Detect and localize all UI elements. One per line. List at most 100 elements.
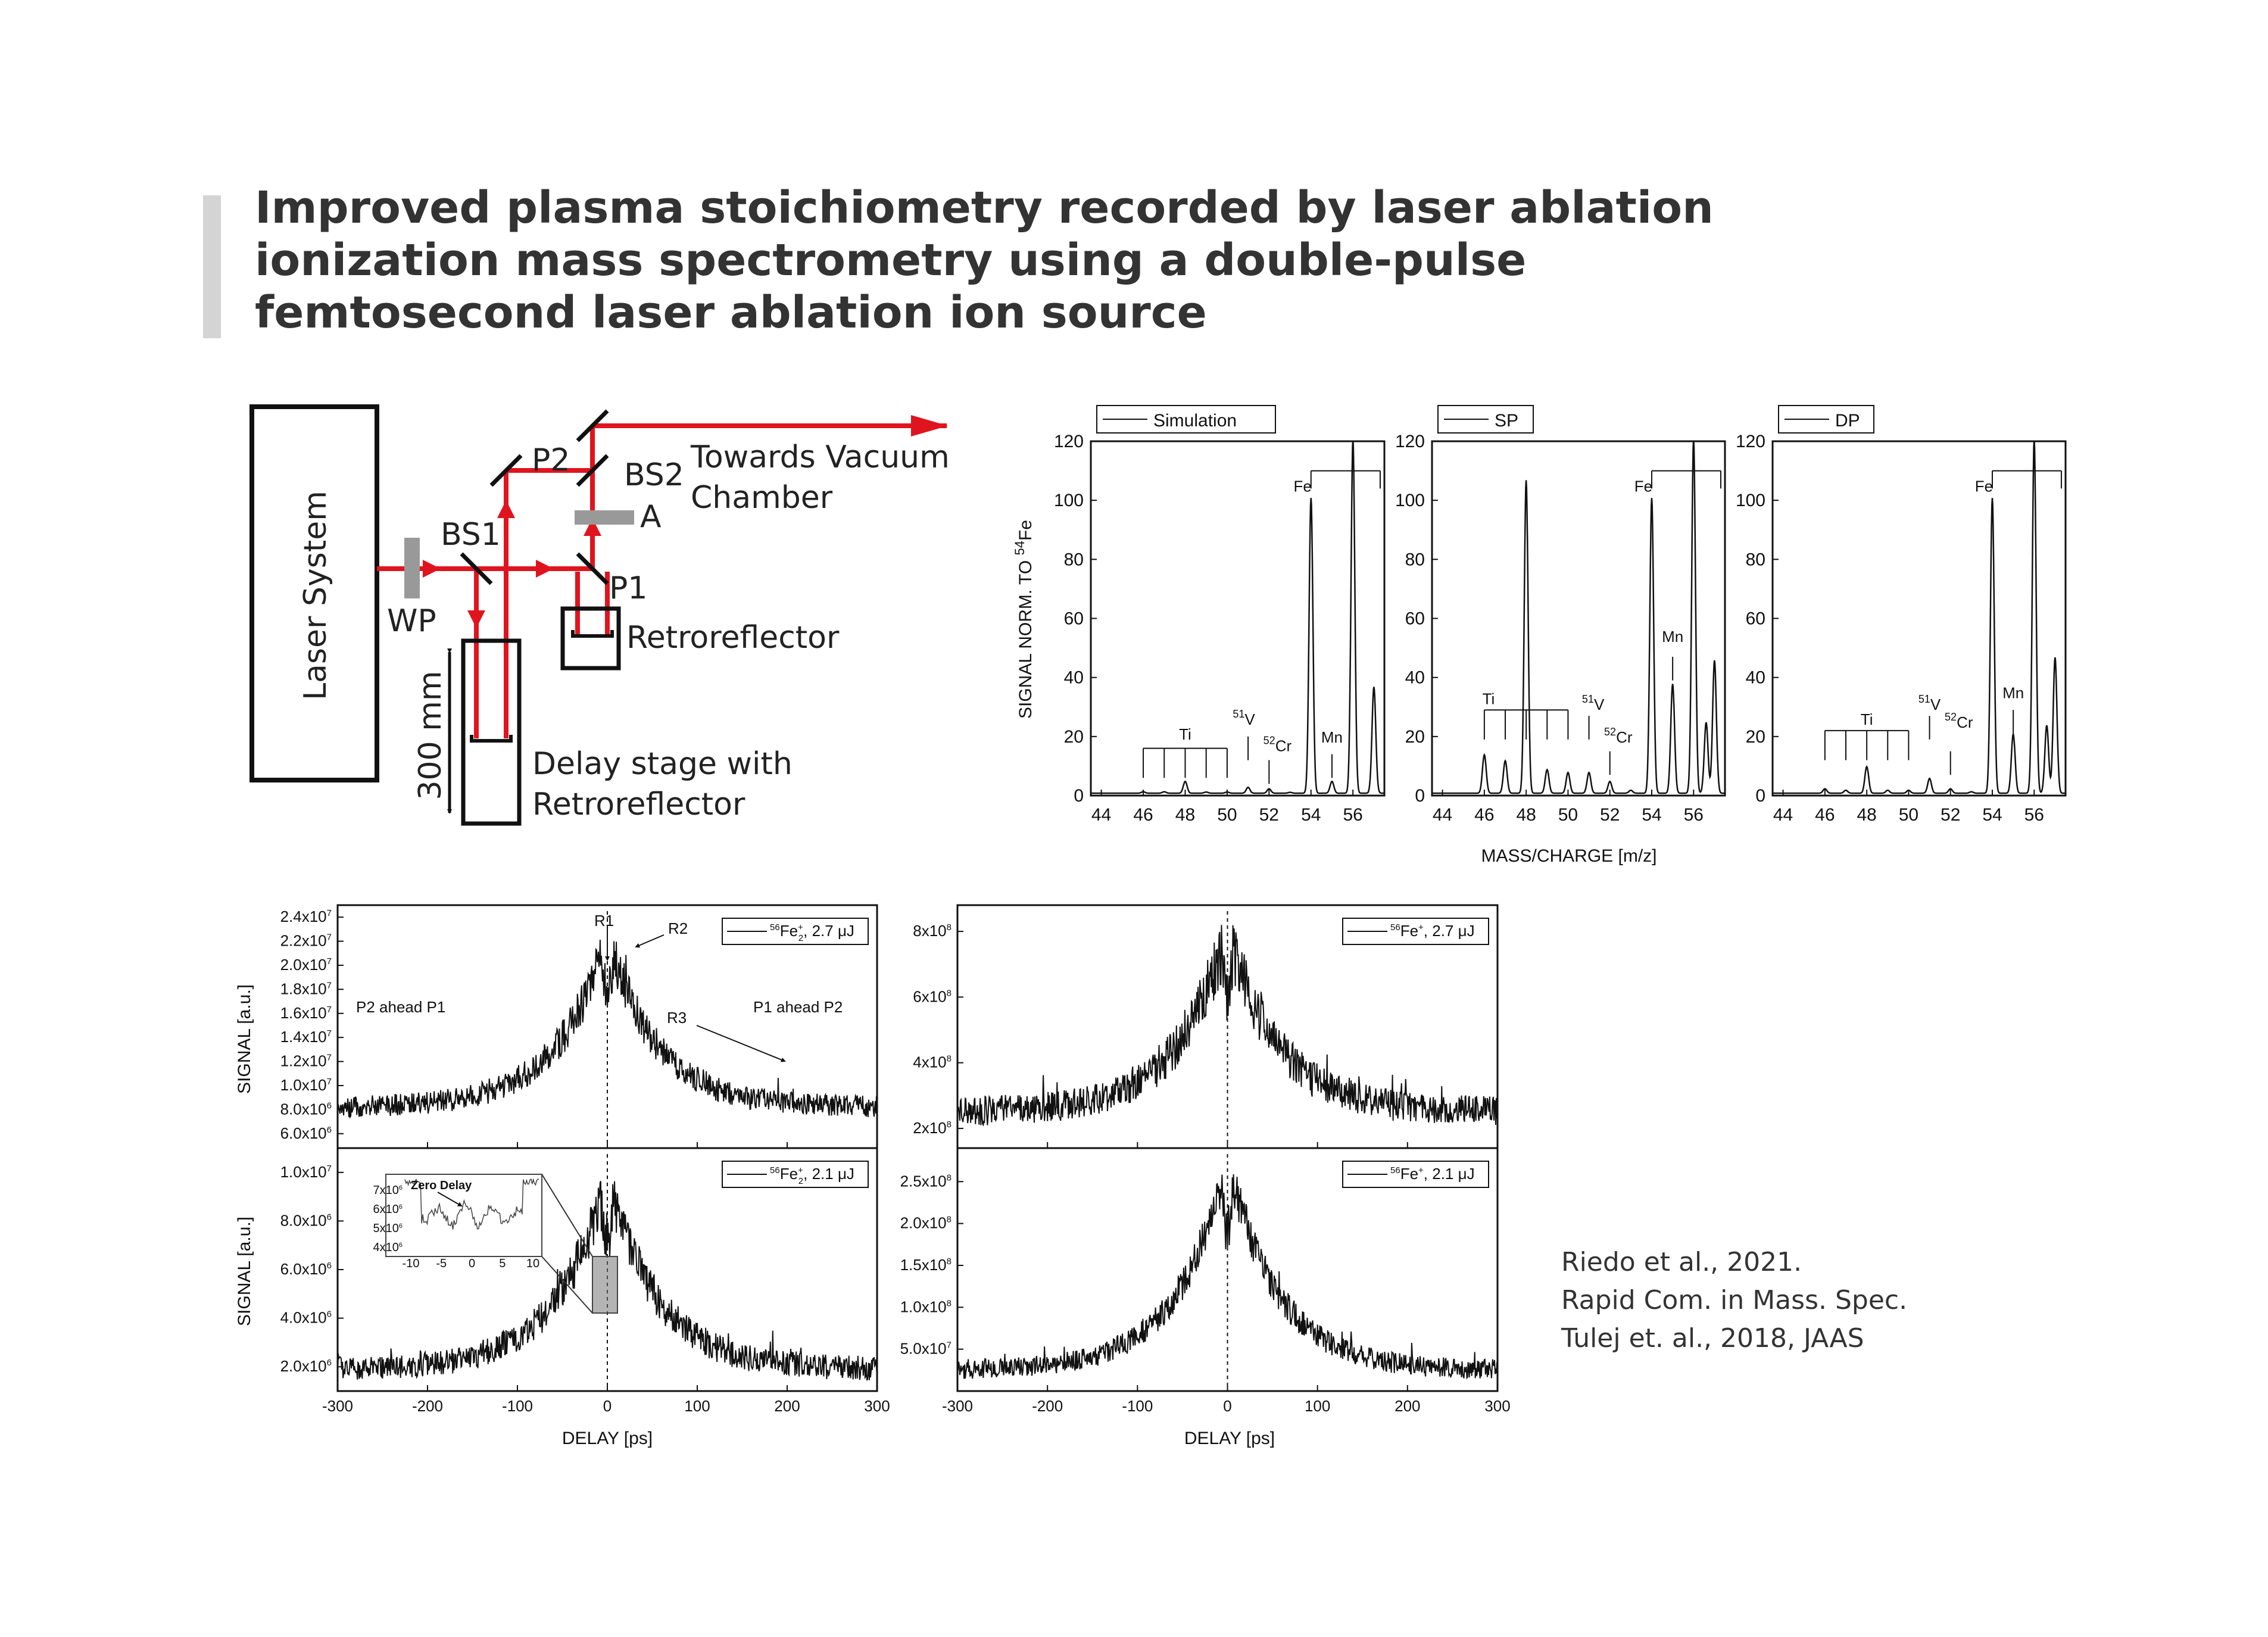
y-tick-label: 2.2x107 (280, 932, 332, 950)
x-tick-label: -100 (1122, 1397, 1153, 1415)
inset-connector-top (541, 1174, 593, 1257)
peak-label-cr: 52Cr (1945, 711, 1973, 731)
mirrors (460, 409, 609, 585)
x-tick-label: 56 (1684, 805, 1704, 825)
y-tick-label: 120 (1736, 432, 1765, 451)
delay-stage-label-2: Retroreflector (532, 787, 745, 822)
delay-xlabel-right: DELAY [ps] (1184, 1429, 1275, 1448)
y-tick-label: 2.0x108 (900, 1214, 952, 1232)
y-tick-label: 1.2x107 (280, 1052, 332, 1070)
legend-label: DP (1835, 411, 1860, 431)
x-tick-label: 52 (1941, 805, 1960, 825)
y-tick-label: 80 (1405, 550, 1425, 569)
y-tick-label: 20 (1064, 727, 1084, 747)
spectrum-series-line (1773, 441, 2066, 794)
y-tick-label: 8x108 (913, 922, 952, 940)
legend: 56Fe+ 2, 2.1 μJ (722, 1161, 869, 1188)
inset-highlight-region (592, 1256, 618, 1314)
title-line-3: femtosecond laser ablation ion source (255, 287, 1207, 338)
annotation-r3-arrow (696, 1025, 786, 1062)
y-tick-label: 60 (1064, 609, 1084, 629)
laser-system-box (249, 404, 379, 782)
y-tick-label: 1.0x107 (280, 1076, 332, 1094)
peak-label-mn: Mn (1662, 628, 1683, 646)
citation-line-1: Riedo et al., 2021. (1561, 1247, 1802, 1277)
delay-annotations: R1 R2 R3 P2 ahead P1 P1 ahead P2 (356, 912, 843, 1062)
y-tick-label: 5.0x107 (900, 1340, 952, 1358)
inset-x-tick-label: -5 (436, 1257, 447, 1270)
delay-xlabel-left: DELAY [ps] (562, 1429, 653, 1448)
mass-spectrum-sp: 0 20 40 60 80 100 120 44 46 48 50 52 54 56 SP Ti 51V 52Cr… (1395, 405, 1726, 825)
y-tick-label: 8.0x106 (280, 1211, 332, 1229)
y-tick-label: 100 (1736, 491, 1765, 510)
arrow-down-delay (467, 610, 485, 628)
mass-spectra-xlabel: MASS/CHARGE [m/z] (1481, 846, 1656, 866)
citation-line-3: Tulej et. al., 2018, JAAS (1561, 1323, 1864, 1354)
x-tick-label: 46 (1815, 805, 1835, 825)
legend-box (1096, 405, 1276, 434)
x-tick-label: 54 (1301, 805, 1321, 825)
y-tick-label: 120 (1395, 432, 1425, 451)
spectrum-series-line (1091, 441, 1384, 794)
y-tick-label: 100 (1395, 491, 1425, 510)
title-line-1: Improved plasma stoichiometry recorded b… (255, 182, 1714, 233)
x-tick-label: 44 (1433, 805, 1452, 825)
mass-spectra-ylabel: SIGNAL NORM. TO 54Fe (1012, 520, 1036, 719)
x-tick-label: 46 (1474, 805, 1494, 825)
y-tick-label: 1.6x107 (280, 1004, 332, 1022)
arrow-right-wp (423, 560, 441, 578)
p1-label: P1 (609, 570, 647, 606)
annotation-r2: R2 (668, 919, 688, 937)
peak-label-fe: Fe (1634, 477, 1652, 495)
delay-scan-fe2-2-1uj: 1.0x107 8.0x106 6.0x106 4.0x106 2.0x106 -300 -… (280, 1147, 890, 1415)
arrow-right-p1 (536, 560, 554, 578)
spectrum-series-line (1432, 441, 1725, 794)
legend-box (1342, 1161, 1489, 1188)
delay-stage-label-1: Delay stage with (532, 746, 793, 782)
annotation-r3: R3 (667, 1009, 687, 1027)
legend: SP (1437, 405, 1534, 434)
fe-bracket (1651, 470, 1721, 489)
ti-bracket (1483, 709, 1569, 740)
legend-label: Simulation (1153, 411, 1237, 431)
inset-x-tick-label: 0 (469, 1257, 475, 1270)
x-tick-label: 48 (1175, 805, 1195, 825)
x-tick-label: 50 (1558, 805, 1578, 825)
y-tick-label: 1.5x108 (900, 1256, 952, 1274)
y-tick-label: 60 (1746, 609, 1765, 629)
inset-y-tick-label: 4x106 (373, 1241, 403, 1254)
peak-label-cr: 52Cr (1604, 726, 1633, 746)
x-tick-label: 300 (864, 1397, 890, 1415)
towards-label-2: Chamber (691, 480, 833, 516)
signal-series-line (338, 1181, 877, 1381)
x-tick-label: 50 (1899, 805, 1918, 825)
citation-block: Riedo et al., 2021. Rapid Com. in Mass. … (1561, 1243, 1907, 1358)
legend-box (1342, 918, 1489, 945)
y-tick-label: 1.4x107 (280, 1028, 332, 1046)
bs2-label: BS2 (624, 457, 684, 493)
citation-line-2: Rapid Com. in Mass. Spec. (1561, 1285, 1908, 1315)
x-tick-label: 46 (1133, 805, 1153, 825)
annotation-p2-ahead: P2 ahead P1 (356, 998, 445, 1016)
towards-label-1: Towards Vacuum (690, 439, 950, 475)
laser-beam-paths (377, 423, 947, 738)
y-tick-label: 1.0x108 (900, 1298, 952, 1315)
p2-label: P2 (532, 442, 570, 478)
top-mirror (576, 409, 609, 442)
peak-label-v: 51V (1582, 693, 1605, 713)
peak-label-mn: Mn (1321, 728, 1343, 746)
attenuator (575, 510, 634, 525)
x-tick-label: 54 (1642, 805, 1661, 825)
beam-direction-arrows (423, 415, 948, 628)
y-tick-label: 40 (1746, 668, 1765, 688)
delay-scan-fe-2-7uj: 8x108 6x108 4x108 2x108 56Fe+, 2.7 μJ (913, 904, 1499, 1149)
y-tick-label: 100 (1054, 491, 1084, 510)
x-tick-label: 56 (2024, 805, 2044, 825)
y-tick-label: 80 (1746, 550, 1765, 569)
title-accent-bar (203, 195, 221, 338)
inset-y-tick-label: 6x106 (373, 1203, 403, 1216)
peak-label-v: 51V (1918, 693, 1941, 713)
bs1-mirror (460, 552, 493, 585)
mass-spectrum-dp: 0 20 40 60 80 100 120 44 46 48 50 52 54 56 DP Ti 51V52Cr… (1736, 405, 2067, 825)
